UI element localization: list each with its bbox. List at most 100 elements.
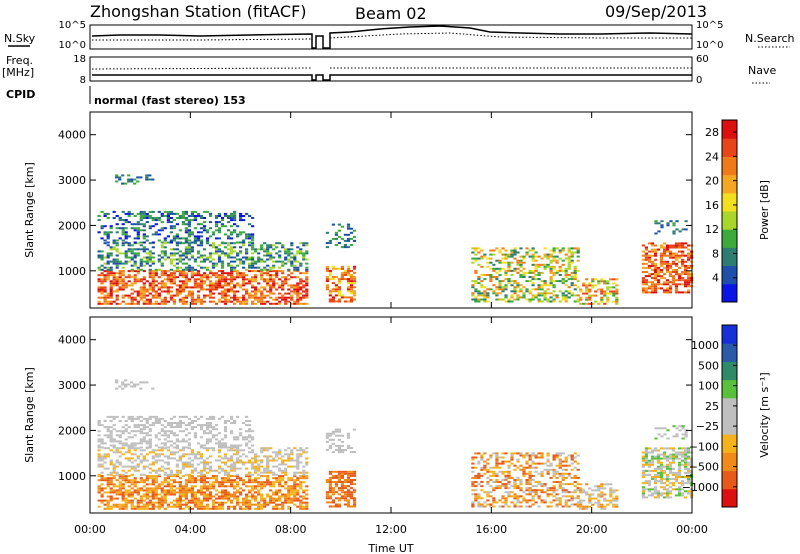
velocity-cell: [257, 491, 261, 494]
power-cell: [656, 273, 661, 276]
power-cell: [236, 296, 240, 299]
velocity-cell: [115, 381, 119, 384]
velocity-cell: [570, 468, 574, 471]
velocity-cell: [477, 497, 481, 500]
velocity-cell: [230, 430, 234, 433]
velocity-cell: [540, 474, 544, 477]
power-cell: [287, 296, 291, 299]
power-cell: [343, 300, 347, 303]
power-cell: [157, 217, 161, 219]
power-cell: [205, 294, 210, 297]
power-cell: [540, 294, 544, 297]
velocity-cell: [325, 432, 329, 435]
velocity-cell: [302, 491, 306, 494]
velocity-cell: [260, 505, 264, 508]
velocity-cell: [615, 499, 619, 502]
power-cell: [275, 260, 279, 263]
power-cell: [531, 259, 535, 262]
velocity-cell: [220, 444, 225, 447]
velocity-cell: [349, 491, 354, 494]
velocity-cell: [202, 467, 207, 470]
velocity-cell: [199, 426, 204, 429]
station-title: Zhongshan Station (fitACF): [90, 2, 307, 21]
power-cell: [245, 250, 249, 253]
power-cell: [181, 254, 185, 257]
velocity-cell: [251, 463, 255, 466]
power-cell: [254, 274, 258, 277]
velocity-cell: [109, 461, 113, 464]
velocity-cell: [272, 465, 276, 468]
power-cell: [681, 283, 685, 286]
velocity-cell: [266, 495, 270, 498]
power-cell: [211, 296, 216, 299]
velocity-cell: [498, 462, 502, 465]
velocity-cell: [172, 493, 176, 496]
velocity-cell: [109, 449, 113, 452]
velocity-cell: [296, 459, 300, 462]
velocity-cell: [205, 467, 210, 470]
power-cell: [166, 217, 170, 219]
velocity-cell: [352, 497, 357, 500]
velocity-cell: [139, 446, 143, 449]
power-cell: [193, 272, 197, 275]
power-cell: [573, 300, 577, 303]
velocity-cell: [579, 499, 583, 502]
power-cell: [193, 298, 197, 301]
power-cell: [184, 252, 188, 255]
velocity-cell: [145, 434, 149, 437]
velocity-cell: [674, 480, 679, 483]
velocity-cell: [121, 453, 125, 456]
velocity-cell: [227, 485, 231, 488]
power-cell: [136, 302, 140, 305]
power-cell: [190, 300, 194, 303]
velocity-cell: [139, 479, 143, 482]
power-cell: [567, 257, 571, 260]
velocity-cell: [269, 485, 273, 488]
power-cell: [501, 257, 505, 260]
velocity-cell: [671, 467, 676, 470]
power-cell: [142, 302, 146, 305]
velocity-cell: [579, 501, 583, 504]
velocity-cell: [169, 485, 173, 488]
velocity-cell: [121, 507, 125, 510]
power-cell: [600, 292, 604, 295]
power-cell: [217, 231, 222, 234]
velocity-cell: [546, 495, 550, 498]
power-cell: [603, 302, 607, 305]
velocity-cell: [145, 453, 149, 456]
power-cell: [477, 278, 481, 281]
power-cell: [684, 283, 688, 286]
power-cell: [239, 286, 243, 289]
velocity-cell: [668, 453, 673, 456]
velocity-cell: [233, 465, 237, 468]
velocity-cell: [169, 451, 173, 454]
velocity-cell: [190, 475, 194, 478]
power-cell: [290, 260, 294, 263]
velocity-cell: [641, 471, 645, 474]
power-cell: [163, 210, 167, 213]
velocity-cell: [260, 471, 264, 474]
power-cell: [145, 258, 149, 261]
velocity-cell: [678, 451, 682, 454]
velocity-cell: [653, 469, 658, 472]
velocity-cell: [151, 469, 155, 472]
power-cell: [208, 227, 213, 230]
velocity-cell: [519, 501, 523, 504]
velocity-cell: [266, 469, 270, 472]
power-cell: [199, 280, 204, 283]
velocity-cell: [650, 492, 655, 495]
power-cell: [328, 278, 332, 281]
power-cell: [184, 276, 188, 279]
velocity-cell: [477, 495, 481, 498]
velocity-cell: [543, 501, 547, 504]
power-cell: [474, 296, 478, 299]
velocity-cell: [260, 485, 264, 488]
velocity-cell: [641, 459, 645, 462]
power-cell: [492, 263, 496, 266]
velocity-cell: [242, 481, 246, 484]
velocity-cell: [133, 505, 137, 508]
power-cell: [328, 298, 332, 301]
velocity-cell: [561, 483, 565, 486]
power-cell: [154, 223, 158, 226]
power-cell: [269, 258, 273, 261]
